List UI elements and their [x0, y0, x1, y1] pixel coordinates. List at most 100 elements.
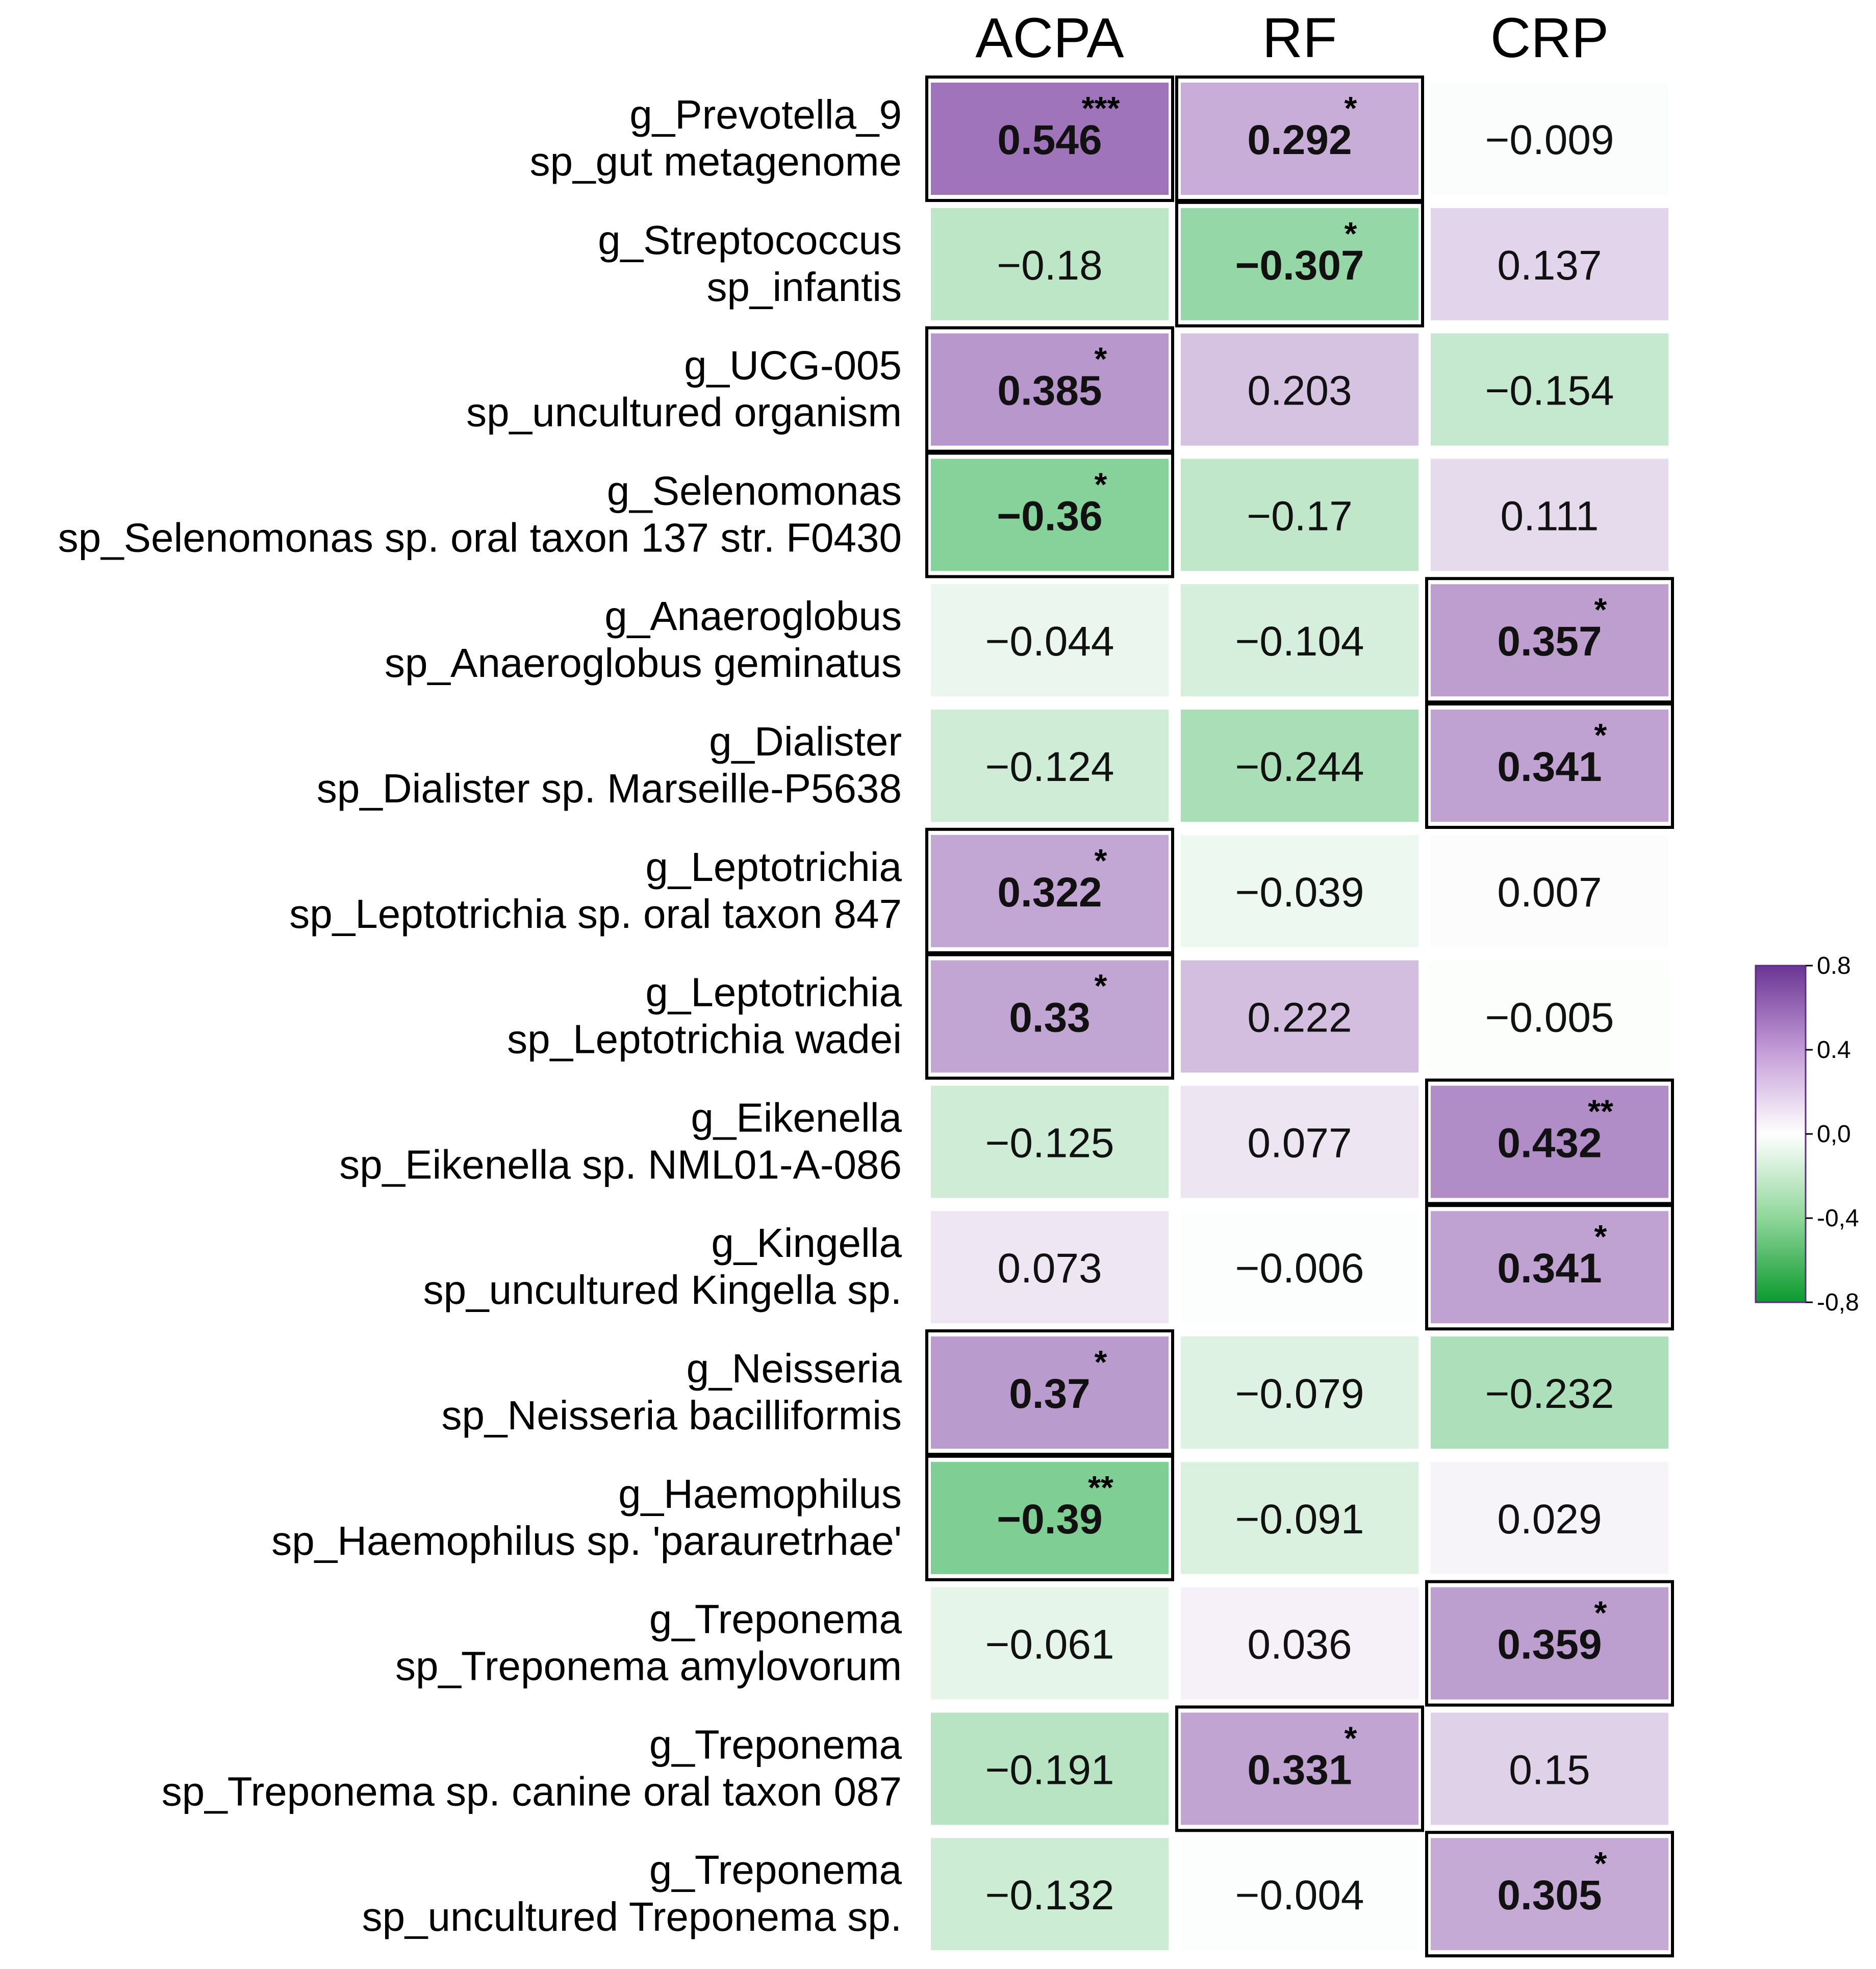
heatmap-cell [1181, 1838, 1418, 1951]
colorbar-tick-label: 0.8 [1817, 952, 1851, 979]
heatmap-cells: 0.546***0.292*−0.009−0.18 −0.307*0.1370.3… [931, 83, 1668, 1951]
cell-value: 0.029 [1497, 1496, 1602, 1543]
heatmap-cell [1181, 710, 1418, 822]
heatmap-cell [931, 1086, 1169, 1198]
heatmap-cell [1431, 1461, 1668, 1574]
cell-value: 0.111 [1500, 493, 1599, 539]
heatmap-cell [931, 1838, 1169, 1951]
cell-value: 0.322 [997, 869, 1102, 916]
cell-value: −0.039 [1235, 869, 1364, 916]
significance-stars: * [1594, 591, 1607, 628]
row-label-genus: g_Neisseria [687, 1346, 902, 1391]
significance-stars: * [1095, 466, 1107, 502]
cell-value: 0.432 [1497, 1120, 1602, 1166]
cell-value: −0.132 [985, 1872, 1114, 1918]
heatmap-cell [1181, 835, 1418, 947]
cell-value: −0.232 [1485, 1371, 1614, 1417]
significance-stars: ** [1588, 1093, 1613, 1129]
cell-value: −0.004 [1235, 1872, 1364, 1918]
row-label-genus: g_Treponema [649, 1847, 902, 1892]
cell-value: −0.091 [1235, 1496, 1364, 1543]
significance-border [1175, 200, 1424, 327]
column-label-crp: CRP [1490, 7, 1609, 69]
heatmap-cell [931, 960, 1169, 1073]
row-label-genus: g_Selenomonas [607, 468, 902, 513]
cell-value: 0.15 [1509, 1747, 1590, 1793]
significance-border [925, 326, 1174, 453]
significance-border [925, 953, 1174, 1080]
cell-value: −0.005 [1485, 995, 1614, 1041]
row-label-genus: g_Kingella [711, 1220, 902, 1266]
row-labels: g_Prevotella_9sp_gut metagenome g_Strepto… [58, 92, 902, 1939]
heatmap-cell [931, 208, 1169, 320]
cell-value: −0.307 [1235, 242, 1364, 289]
row-label-species: sp_Dialister sp. Marseille-P5638 [317, 766, 902, 811]
heatmap-cell [1431, 1712, 1668, 1825]
significance-stars: * [1095, 1344, 1107, 1380]
cell-value: 0.036 [1247, 1622, 1352, 1668]
heatmap-cell [931, 710, 1169, 822]
cell-value: −0.104 [1235, 618, 1364, 665]
row-label-species: sp_Anaeroglobus geminatus [385, 640, 902, 686]
heatmap-cell [1181, 1712, 1418, 1825]
row-label-species: sp_Leptotrichia sp. oral taxon 847 [289, 891, 902, 937]
significance-border [925, 827, 1174, 954]
cell-value: −0.124 [985, 744, 1114, 790]
heatmap-cell [1431, 835, 1668, 947]
row-label-genus: g_UCG-005 [684, 343, 902, 388]
significance-border [925, 1329, 1174, 1456]
row-label-species: sp_infantis [707, 264, 902, 310]
row-label-species: sp_uncultured Treponema sp. [362, 1894, 902, 1939]
significance-border [1425, 1204, 1674, 1331]
heatmap-cell [1181, 1336, 1418, 1449]
heatmap-cell [1431, 208, 1668, 320]
row-label-species: sp_Selenomonas sp. oral taxon 137 str. F… [58, 515, 902, 560]
cell-value: 0.37 [1009, 1371, 1091, 1417]
cell-value: −0.39 [997, 1496, 1102, 1543]
heatmap-cell [1431, 1336, 1668, 1449]
cell-value: 0.331 [1247, 1747, 1352, 1793]
row-label-genus: g_Leptotrichia [645, 844, 902, 890]
significance-stars: * [1095, 341, 1107, 377]
heatmap-cell [931, 1211, 1169, 1324]
heatmap-cell [1431, 1838, 1668, 1951]
significance-stars: * [1095, 842, 1107, 879]
heatmap-cell [931, 459, 1169, 571]
heatmap-cell [1181, 1461, 1418, 1574]
heatmap-cell [1181, 83, 1418, 195]
significance-stars: * [1594, 717, 1607, 753]
colorbar-tick-label: 0,0 [1817, 1121, 1851, 1148]
cell-value: −0.17 [1247, 493, 1352, 539]
heatmap-cell [1431, 960, 1668, 1073]
cell-value: 0.357 [1497, 618, 1602, 665]
heatmap-cell [1181, 459, 1418, 571]
row-label-genus: g_Prevotella_9 [629, 92, 902, 137]
significance-border [1425, 1831, 1674, 1958]
significance-border [1425, 1078, 1674, 1205]
heatmap-cell [1181, 1587, 1418, 1700]
row-label-genus: g_Anaeroglobus [604, 593, 902, 639]
row-label-species: sp_Leptotrichia wadei [507, 1017, 902, 1062]
heatmap-cell [931, 333, 1169, 446]
row-label-species: sp_Neisseria bacilliformis [442, 1393, 902, 1438]
cell-value: 0.385 [997, 368, 1102, 414]
heatmap-cell [931, 1461, 1169, 1574]
row-label-genus: g_Treponema [649, 1597, 902, 1642]
heatmap-cell [1181, 333, 1418, 446]
significance-stars: ** [1088, 1469, 1113, 1506]
cell-value: 0.341 [1497, 1245, 1602, 1292]
significance-borders [925, 75, 1674, 1958]
significance-border [1175, 1705, 1424, 1832]
heatmap-cell [1431, 83, 1668, 195]
row-label-genus: g_Leptotrichia [645, 970, 902, 1015]
row-label-species: sp_Eikenella sp. NML01-A-086 [339, 1142, 902, 1187]
cell-value: −0.009 [1485, 117, 1614, 163]
significance-stars: * [1345, 90, 1357, 127]
cell-value: −0.125 [985, 1120, 1114, 1166]
cell-value: 0.305 [1497, 1872, 1602, 1918]
significance-stars: * [1345, 1720, 1357, 1756]
row-label-genus: g_Streptococcus [598, 217, 902, 263]
cell-value: 0.077 [1247, 1120, 1352, 1166]
cell-value: 0.33 [1009, 995, 1091, 1041]
significance-stars: * [1594, 1845, 1607, 1882]
